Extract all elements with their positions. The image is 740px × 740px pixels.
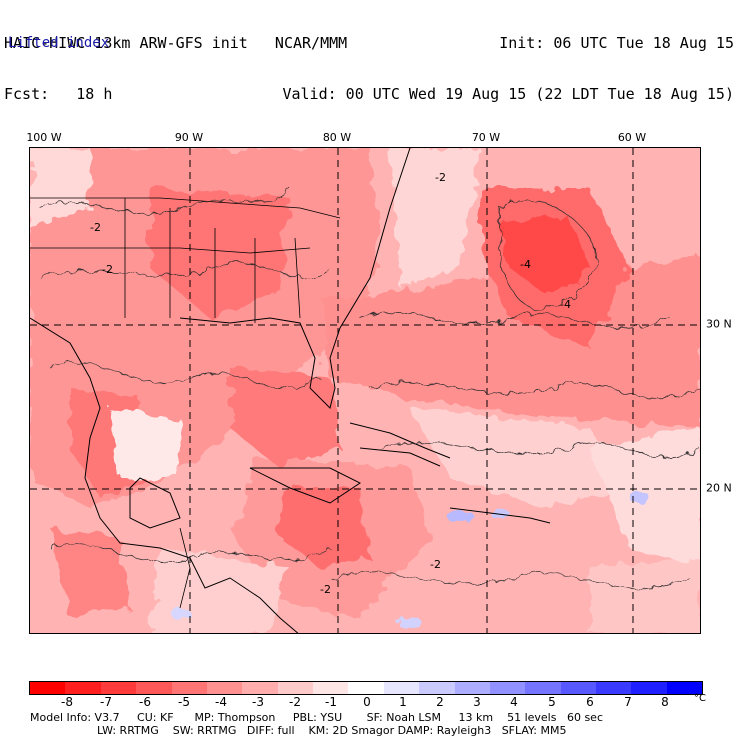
map-title: HAIC-HIWC 13km ARW-GFS init NCAR/MMM — [4, 34, 348, 52]
colorbar-cell — [596, 682, 632, 694]
colorbar-cell — [171, 682, 207, 694]
model-info-line2: LW: RRTMG SW: RRTMG DIFF: full KM: 2D Sm… — [97, 724, 567, 737]
contour-label: -4 — [560, 298, 571, 311]
coastlines — [30, 148, 551, 633]
colorbar-cell — [454, 682, 490, 694]
colorbar-label: 8 — [661, 695, 669, 709]
colorbar-label: 3 — [473, 695, 481, 709]
colorbar-label: -6 — [139, 695, 151, 709]
graticule — [30, 148, 700, 633]
colorbar-label: 7 — [624, 695, 632, 709]
colorbar-cell — [277, 682, 313, 694]
colorbar-label: -7 — [100, 695, 112, 709]
colorbar-cell — [525, 682, 561, 694]
colorbar-cell — [313, 682, 349, 694]
stable-patches — [170, 492, 650, 629]
colorbar-label: 0 — [363, 695, 371, 709]
colorbar-label: -3 — [252, 695, 264, 709]
contour-label: -2 — [435, 171, 446, 184]
contour-label: -2 — [430, 558, 441, 571]
colorbar-cell — [206, 682, 243, 694]
lon-label-60w: 60 W — [617, 131, 647, 144]
contour-label: -2 — [102, 263, 113, 276]
contour-label: -2 — [320, 583, 331, 596]
colorbar-cell — [419, 682, 455, 694]
init-time: Init: 06 UTC Tue 18 Aug 15 — [499, 34, 734, 52]
colorbar-cell — [383, 682, 420, 694]
lifted-index-map: -2 -2 -2 -2 -4 -2 -4 — [29, 147, 701, 634]
lat-label-30n: 30 N — [706, 317, 732, 331]
colorbar-cell — [489, 682, 526, 694]
colorbar-cell — [30, 682, 66, 694]
colorbar-label: 4 — [510, 695, 518, 709]
colorbar-label: -4 — [215, 695, 227, 709]
lon-label-70w: 70 W — [471, 131, 501, 144]
header-left: HAIC-HIWC 13km ARW-GFS init NCAR/MMM Fcs… — [4, 1, 347, 120]
colorbar-label: 5 — [548, 695, 556, 709]
colorbar-cell — [348, 682, 384, 694]
model-info-line1: Model Info: V3.7 CU: KF MP: Thompson PBL… — [30, 711, 603, 724]
field-name: Lifted index — [8, 35, 110, 51]
colorbar-cell — [136, 682, 172, 694]
header-right: Init: 06 UTC Tue 18 Aug 15 Valid: 00 UTC… — [282, 1, 734, 120]
lon-label-90w: 90 W — [174, 131, 204, 144]
valid-time: Valid: 00 UTC Wed 19 Aug 15 (22 LDT Tue … — [282, 85, 734, 103]
colorbar-cell — [100, 682, 137, 694]
contour-labels: -2 -2 -2 -2 -4 -2 -4 — [90, 171, 571, 596]
colorbar-label: -8 — [61, 695, 73, 709]
colorbar-label: -5 — [178, 695, 190, 709]
colorbar-label: 1 — [399, 695, 407, 709]
field-regions — [30, 148, 700, 633]
colorbar-cell — [242, 682, 278, 694]
map-canvas: -2 -2 -2 -2 -4 -2 -4 — [30, 148, 700, 633]
colorbar-cell — [560, 682, 596, 694]
lon-label-80w: 80 W — [322, 131, 352, 144]
colorbar — [29, 681, 703, 695]
colorbar-cell — [666, 682, 703, 694]
contour-label: -2 — [90, 221, 101, 234]
colorbar-cell — [65, 682, 101, 694]
colorbar-label: -1 — [325, 695, 337, 709]
colorbar-label: 6 — [586, 695, 594, 709]
forecast-hour: Fcst: 18 h — [4, 85, 113, 103]
colorbar-cell — [631, 682, 667, 694]
colorbar-label: -2 — [289, 695, 301, 709]
lat-label-20n: 20 N — [706, 481, 732, 495]
colorbar-label: 2 — [436, 695, 444, 709]
lon-label-100w: 100 W — [26, 131, 62, 144]
contour-label: -4 — [520, 258, 531, 271]
colorbar-unit: °C — [694, 693, 706, 704]
contours — [39, 187, 700, 589]
